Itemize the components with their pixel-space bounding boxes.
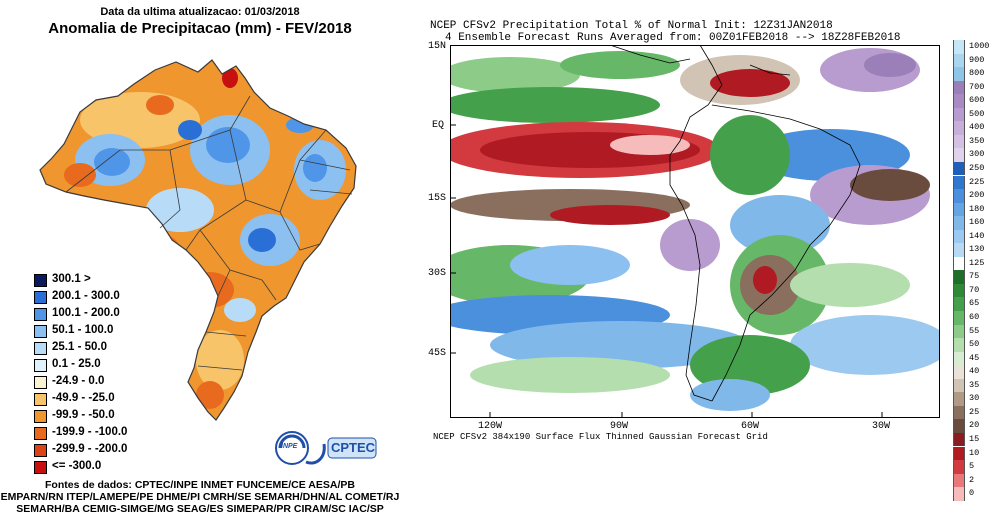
colorbar-item: 50 bbox=[953, 338, 995, 352]
lon-label: 60W bbox=[741, 421, 760, 432]
colorbar-item: 2 bbox=[953, 473, 995, 488]
grid-footer: NCEP CFSv2 384x190 Surface Flux Thinned … bbox=[433, 432, 768, 442]
colorbar-item: 225 bbox=[953, 175, 995, 190]
colorbar-item: 60 bbox=[953, 311, 995, 325]
colorbar-item: 300 bbox=[953, 148, 995, 162]
colorbar-item: 20 bbox=[953, 419, 995, 433]
lat-label: EQ bbox=[432, 120, 445, 131]
state-borders bbox=[65, 95, 353, 371]
colorbar-item: 35 bbox=[953, 378, 995, 393]
colorbar-item: 130 bbox=[953, 243, 995, 257]
colorbar-item: 25 bbox=[953, 405, 995, 420]
colorbar-item: 45 bbox=[953, 351, 995, 366]
lat-label: 45S bbox=[428, 348, 447, 359]
colorbar-item: 400 bbox=[953, 121, 995, 135]
inpe-logo-icon bbox=[275, 431, 377, 465]
lon-label: 120W bbox=[478, 421, 503, 432]
colorbar-item: 250 bbox=[953, 161, 995, 176]
left-map-title: Anomalia de Precipitacao (mm) - FEV/2018 bbox=[48, 20, 352, 37]
colorbar-item: 125 bbox=[953, 256, 995, 271]
lon-label: 30W bbox=[872, 421, 891, 432]
colorbar-item: 65 bbox=[953, 297, 995, 311]
colorbar-item: 350 bbox=[953, 134, 995, 149]
colorbar-item: 5 bbox=[953, 460, 995, 474]
inpe-text: INPE bbox=[281, 443, 298, 450]
lat-label: 15S bbox=[428, 193, 447, 204]
update-date-text: Data da ultima atualizacao: 01/03/2018 bbox=[100, 6, 300, 18]
coastlines bbox=[609, 45, 861, 402]
colorbar-item: 10 bbox=[953, 446, 995, 461]
cptec-text: CPTEC bbox=[331, 440, 376, 455]
colorbar-item: 800 bbox=[953, 67, 995, 81]
cfsv2-precip-map bbox=[450, 45, 940, 418]
colorbar-item: 500 bbox=[953, 107, 995, 122]
inpe-cptec-logo: INPE CPTEC bbox=[272, 426, 378, 470]
brazil-anomaly-map bbox=[39, 59, 357, 421]
sources-line-1: Fontes de dados: CPTEC/INPE INMET FUNCEM… bbox=[45, 479, 355, 491]
colorbar-item: 75 bbox=[953, 270, 995, 284]
colorbar-item: 160 bbox=[953, 216, 995, 230]
colorbar-item: 30 bbox=[953, 392, 995, 406]
colorbar-item: 180 bbox=[953, 202, 995, 217]
colorbar-item: 200 bbox=[953, 189, 995, 203]
right-map-title-line2: 4 Ensemble Forecast Runs Averaged from: … bbox=[445, 32, 901, 44]
colorbar-item: 55 bbox=[953, 324, 995, 339]
lat-label: 15N bbox=[428, 41, 447, 52]
colorbar-item: 140 bbox=[953, 229, 995, 244]
colorbar-item: 70 bbox=[953, 283, 995, 298]
colorbar-item: 900 bbox=[953, 53, 995, 68]
colorbar-item: 700 bbox=[953, 80, 995, 95]
colorbar-item: 1000 bbox=[953, 40, 995, 54]
lat-label: 30S bbox=[428, 268, 447, 279]
lon-label: 90W bbox=[610, 421, 629, 432]
sources-line-3: SEMARH/BA CEMIG-SIMGE/MG SEAG/ES SIMEPAR… bbox=[16, 503, 384, 515]
sources-line-2: EMPARN/RN ITEP/LAMEPE/PE DHME/PI CMRH/SE… bbox=[0, 491, 400, 503]
colorbar-item: 15 bbox=[953, 432, 995, 447]
right-map-title-line1: NCEP CFSv2 Precipitation Total % of Norm… bbox=[430, 20, 833, 32]
axis-ticks bbox=[450, 45, 883, 418]
colorbar-item: 600 bbox=[953, 94, 995, 108]
colorbar-item: 0 bbox=[953, 487, 995, 501]
colorbar-item: 40 bbox=[953, 365, 995, 379]
